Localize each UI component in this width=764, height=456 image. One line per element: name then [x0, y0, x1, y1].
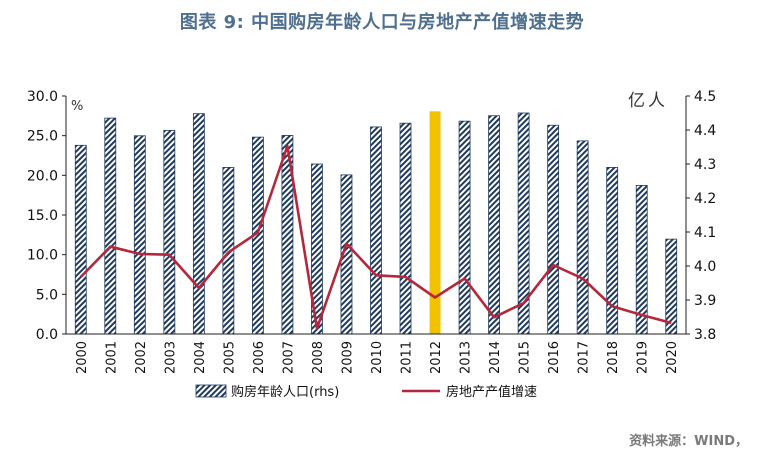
right-axis-unit: 亿人	[628, 91, 668, 111]
legend-swatch-bar	[195, 384, 227, 398]
legend-label-bar: 购房年龄人口(rhs)	[231, 384, 339, 400]
left-axis-unit: %	[71, 99, 83, 114]
x-tick-label: 2005	[222, 341, 237, 374]
x-tick-label: 2018	[606, 341, 621, 374]
left-tick-label: 15.0	[27, 208, 58, 224]
bar-2018	[606, 166, 619, 335]
x-tick-label: 2010	[370, 341, 385, 374]
left-tick-label: 5.0	[36, 287, 58, 303]
bar-2000	[74, 144, 87, 335]
x-tick-label: 2001	[104, 341, 119, 374]
bar-2013	[458, 120, 471, 335]
source-note: 资料来源：WIND，	[629, 434, 748, 449]
x-tick-label: 2015	[518, 341, 533, 374]
x-tick-label: 2016	[547, 341, 562, 374]
x-tick-label: 2002	[134, 341, 149, 374]
bar-2015	[517, 112, 530, 335]
right-tick-label: 4.2	[694, 191, 716, 207]
x-tick-label: 2003	[163, 341, 178, 374]
right-tick-label: 4.3	[694, 157, 716, 173]
x-tick-label: 2012	[429, 341, 444, 374]
x-tick-label: 2019	[636, 341, 651, 374]
right-tick-label: 3.9	[694, 293, 716, 309]
bar-2002	[133, 135, 146, 335]
x-tick-label: 2011	[400, 341, 415, 374]
left-tick-label: 0.0	[36, 327, 58, 343]
x-tick-label: 2006	[252, 341, 267, 374]
bar-2001	[104, 117, 117, 335]
x-tick-label: 2004	[193, 341, 208, 374]
x-tick-label: 2017	[577, 341, 592, 374]
x-tick-label: 2009	[340, 341, 355, 374]
right-tick-label: 4.0	[694, 259, 716, 275]
x-tick-label: 2000	[75, 341, 90, 374]
right-tick-label: 4.5	[694, 89, 716, 105]
x-tick-label: 2014	[488, 341, 503, 374]
bar-2019	[635, 185, 648, 335]
bar-2017	[576, 140, 589, 335]
chart-title: 图表 9: 中国购房年龄人口与房地产产值增速走势	[179, 12, 585, 33]
bar-2011	[399, 122, 412, 335]
bar-2003	[163, 129, 176, 335]
left-tick-label: 30.0	[27, 89, 58, 105]
right-tick-label: 3.8	[694, 327, 716, 343]
bar-2012	[429, 111, 441, 334]
bar-2020	[665, 238, 678, 335]
right-tick-label: 4.1	[694, 225, 716, 241]
x-tick-label: 2013	[459, 341, 474, 374]
x-tick-label: 2008	[311, 341, 326, 374]
bar-2010	[370, 126, 382, 335]
x-tick-label: 2020	[665, 341, 680, 374]
x-tick-label: 2007	[281, 341, 296, 374]
bar-2014	[488, 115, 500, 335]
bar-2016	[547, 124, 560, 335]
left-tick-label: 25.0	[27, 129, 58, 145]
bar-2004	[192, 113, 205, 335]
left-tick-label: 10.0	[27, 248, 58, 264]
right-tick-label: 4.4	[694, 123, 716, 139]
legend-label-line: 房地产产值增速	[446, 384, 537, 400]
left-tick-label: 20.0	[27, 168, 58, 184]
